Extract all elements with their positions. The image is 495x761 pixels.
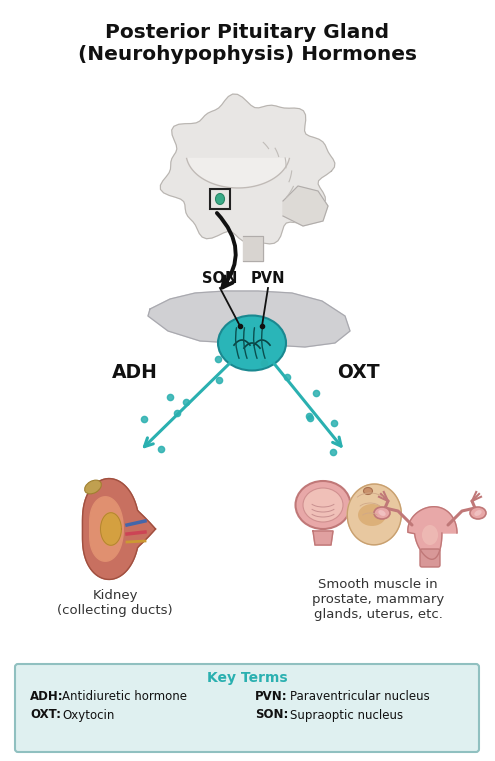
Text: Supraoptic nucleus: Supraoptic nucleus [290, 708, 403, 721]
Text: OXT:: OXT: [30, 708, 61, 721]
Text: Posterior Pituitary Gland: Posterior Pituitary Gland [105, 24, 389, 43]
Polygon shape [148, 291, 350, 347]
Ellipse shape [85, 480, 101, 494]
Polygon shape [347, 484, 401, 545]
Ellipse shape [374, 507, 390, 519]
Ellipse shape [470, 507, 486, 519]
Text: ADH: ADH [112, 364, 158, 383]
Text: ADH:: ADH: [30, 690, 64, 703]
Text: Smooth muscle in
prostate, mammary
glands, uterus, etc.: Smooth muscle in prostate, mammary gland… [312, 578, 444, 621]
Ellipse shape [296, 481, 350, 529]
Ellipse shape [474, 510, 482, 516]
Polygon shape [243, 236, 263, 261]
Text: Antidiuretic hormone: Antidiuretic hormone [62, 690, 187, 703]
Text: SON:: SON: [255, 708, 289, 721]
Text: PVN: PVN [251, 271, 285, 286]
Polygon shape [283, 186, 328, 226]
Ellipse shape [303, 488, 343, 522]
Polygon shape [187, 158, 290, 188]
Polygon shape [160, 94, 335, 244]
Ellipse shape [218, 316, 286, 371]
Polygon shape [90, 497, 123, 562]
FancyBboxPatch shape [15, 664, 479, 752]
Ellipse shape [422, 525, 438, 545]
Text: Paraventricular nucleus: Paraventricular nucleus [290, 690, 430, 703]
Bar [210, 189, 230, 209]
Text: PVN:: PVN: [255, 690, 288, 703]
Text: Oxytocin: Oxytocin [62, 708, 114, 721]
Ellipse shape [215, 193, 225, 205]
Text: SON: SON [202, 271, 238, 286]
Ellipse shape [363, 488, 373, 495]
Polygon shape [83, 479, 155, 579]
FancyBboxPatch shape [420, 549, 440, 567]
Ellipse shape [378, 510, 386, 516]
Text: OXT: OXT [337, 364, 379, 383]
Text: (Neurohypophysis) Hormones: (Neurohypophysis) Hormones [78, 46, 416, 65]
Text: Kidney
(collecting ducts): Kidney (collecting ducts) [57, 589, 173, 617]
Polygon shape [313, 531, 333, 545]
Text: Key Terms: Key Terms [207, 671, 287, 685]
Polygon shape [100, 513, 121, 546]
Polygon shape [408, 507, 457, 559]
Ellipse shape [358, 504, 386, 526]
